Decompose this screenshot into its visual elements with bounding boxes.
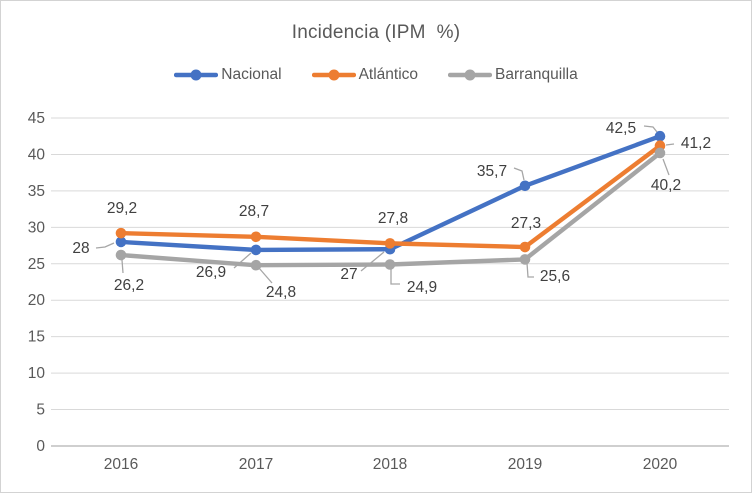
y-tick-label: 15	[28, 329, 45, 346]
label-leader-line	[662, 158, 670, 176]
legend-marker-barranquilla	[448, 69, 493, 81]
data-label-barranquilla-2017: 24,8	[266, 284, 296, 301]
data-point-atlantico-2019[interactable]	[519, 241, 531, 253]
legend-marker-nacional	[174, 69, 219, 81]
series-line-atlantico[interactable]	[118, 143, 663, 250]
y-tick-label: 0	[36, 438, 45, 455]
label-leader-line	[121, 259, 124, 274]
data-point-atlantico-2016[interactable]	[115, 227, 127, 239]
y-tick-label: 40	[28, 146, 46, 163]
data-label-nacional-2018: 27	[340, 266, 357, 283]
data-label-atlantico-2019: 27,3	[511, 215, 541, 232]
x-tick-label-2017: 2017	[239, 456, 273, 473]
y-tick-label: 30	[28, 219, 46, 236]
chart-title: Incidencia (IPM %)	[291, 22, 461, 43]
y-tick-label: 45	[28, 110, 45, 127]
y-tick-label: 5	[36, 402, 45, 419]
label-leader-line	[513, 167, 525, 181]
x-tick-label-2016: 2016	[104, 456, 138, 473]
data-label-atlantico-2018: 27,8	[378, 210, 408, 227]
series-line-nacional[interactable]	[118, 134, 663, 253]
label-leader-line	[390, 268, 400, 285]
legend-item-barranquilla[interactable]: Barranquilla	[448, 66, 578, 84]
data-label-atlantico-2017: 28,7	[239, 203, 269, 220]
data-point-nacional-2020[interactable]	[654, 130, 666, 142]
label-leader-line	[360, 251, 385, 272]
label-leader-line	[665, 143, 675, 146]
label-leader-line	[526, 262, 534, 278]
y-tick-label: 10	[28, 365, 46, 382]
x-tick-label-2020: 2020	[643, 456, 678, 473]
data-label-barranquilla-2018: 24,9	[407, 279, 437, 296]
legend-marker-atlantico	[311, 69, 356, 81]
data-point-barranquilla-2019[interactable]	[519, 254, 531, 265]
data-label-barranquilla-2016: 26,2	[114, 277, 144, 294]
data-label-nacional-2019: 35,7	[477, 163, 507, 180]
y-tick-label: 20	[28, 292, 46, 309]
data-point-atlantico-2020[interactable]	[654, 140, 666, 151]
data-point-barranquilla-2018[interactable]	[384, 259, 396, 270]
label-leader-line	[95, 242, 115, 249]
legend-label-atlantico: Atlántico	[358, 66, 419, 83]
data-label-barranquilla-2019: 25,6	[540, 268, 570, 285]
data-label-nacional-2020: 42,5	[606, 120, 636, 137]
legend: Nacional Atlántico Barranquilla	[1, 66, 751, 84]
label-leader-line	[258, 267, 273, 284]
data-label-nacional-2017: 26,9	[196, 264, 226, 281]
data-point-atlantico-2018[interactable]	[384, 238, 396, 249]
legend-item-nacional[interactable]: Nacional	[174, 66, 282, 84]
data-label-atlantico-2016: 29,2	[107, 200, 137, 217]
y-tick-label: 35	[28, 183, 45, 200]
label-leader-line	[643, 125, 658, 133]
data-point-nacional-2016[interactable]	[115, 236, 127, 248]
data-point-barranquilla-2017[interactable]	[250, 259, 262, 271]
x-tick-label-2019: 2019	[508, 456, 542, 473]
x-tick-label-2018: 2018	[373, 456, 407, 473]
legend-label-barranquilla: Barranquilla	[495, 66, 578, 83]
data-point-nacional-2019[interactable]	[519, 180, 531, 192]
data-point-atlantico-2017[interactable]	[250, 231, 262, 243]
legend-item-atlantico[interactable]: Atlántico	[311, 66, 419, 84]
data-label-atlantico-2020: 41,2	[681, 135, 711, 152]
data-point-barranquilla-2020[interactable]	[654, 147, 666, 159]
legend-label-nacional: Nacional	[221, 66, 282, 83]
y-tick-label: 25	[28, 256, 45, 273]
data-point-barranquilla-2016[interactable]	[115, 249, 127, 261]
data-point-nacional-2017[interactable]	[250, 244, 262, 256]
data-label-nacional-2016: 28	[72, 240, 89, 257]
data-label-barranquilla-2020: 40,2	[651, 177, 681, 194]
